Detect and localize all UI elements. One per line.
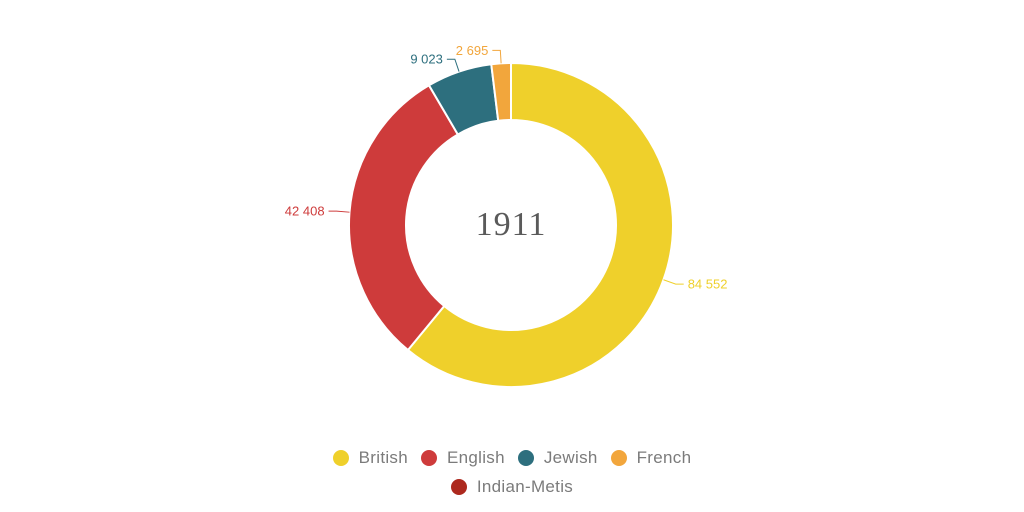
legend-label-indian-metis: Indian-Metis: [476, 477, 574, 496]
legend-item-english[interactable]: English: [421, 448, 505, 468]
legend-swatch-english-icon: [421, 450, 437, 466]
legend-label-british: British: [358, 448, 408, 467]
legend: British English Jewish French Indian-Met…: [0, 448, 1024, 497]
label-connector-english: [328, 210, 350, 213]
legend-label-french: French: [636, 448, 692, 467]
label-connector-british: [663, 279, 684, 285]
slice-french[interactable]: [490, 61, 512, 122]
slice-value-label-jewish: 9 023: [410, 52, 443, 67]
slice-english[interactable]: [348, 83, 460, 352]
legend-swatch-jewish-icon: [517, 450, 534, 466]
legend-swatch-french-icon: [610, 450, 627, 466]
slice-value-label-english: 42 408: [285, 204, 325, 219]
legend-swatch-indian-metis-icon: [450, 479, 467, 495]
legend-item-french[interactable]: French: [610, 448, 692, 468]
center-year-label: 1911: [475, 206, 547, 243]
legend-item-indian-metis[interactable]: Indian-Metis: [450, 477, 574, 497]
slice-value-label-british: 84 552: [688, 277, 728, 292]
legend-label-jewish: Jewish: [543, 448, 598, 467]
slice-british[interactable]: [406, 61, 674, 388]
legend-row-1: British English Jewish French: [332, 448, 692, 468]
slice-value-label-french: 2 695: [456, 43, 489, 58]
legend-row-2: Indian-Metis: [450, 477, 574, 497]
label-connector-french: [492, 49, 502, 64]
legend-item-jewish[interactable]: Jewish: [517, 448, 598, 468]
legend-item-british[interactable]: British: [332, 448, 408, 468]
legend-label-english: English: [447, 448, 505, 467]
label-connector-jewish: [446, 58, 460, 72]
legend-swatch-british-icon: [332, 450, 349, 466]
